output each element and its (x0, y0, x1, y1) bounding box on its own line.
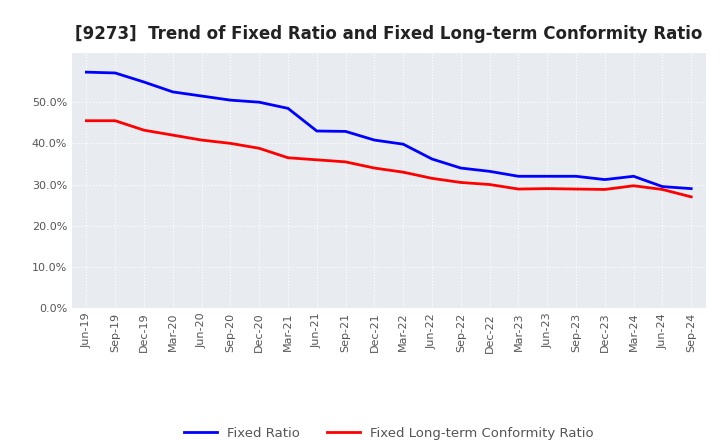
Fixed Long-term Conformity Ratio (485, 182, 494, 187)
Fixed Ratio (572, 174, 580, 179)
Fixed Long-term Conformity Ratio (82, 118, 91, 123)
Fixed Ratio (197, 93, 206, 99)
Fixed Long-term Conformity Ratio (284, 155, 292, 161)
Fixed Long-term Conformity Ratio (600, 187, 609, 192)
Fixed Long-term Conformity Ratio (312, 157, 321, 162)
Fixed Long-term Conformity Ratio (140, 128, 148, 133)
Fixed Ratio (312, 128, 321, 134)
Fixed Ratio (82, 70, 91, 75)
Fixed Ratio (629, 174, 638, 179)
Fixed Ratio (140, 79, 148, 84)
Fixed Long-term Conformity Ratio (255, 146, 264, 151)
Fixed Long-term Conformity Ratio (572, 187, 580, 192)
Fixed Long-term Conformity Ratio (428, 176, 436, 181)
Fixed Ratio (255, 99, 264, 105)
Fixed Long-term Conformity Ratio (629, 183, 638, 188)
Fixed Long-term Conformity Ratio (399, 169, 408, 175)
Title: [9273]  Trend of Fixed Ratio and Fixed Long-term Conformity Ratio: [9273] Trend of Fixed Ratio and Fixed Lo… (75, 25, 703, 43)
Fixed Long-term Conformity Ratio (226, 141, 235, 146)
Fixed Ratio (543, 174, 552, 179)
Fixed Long-term Conformity Ratio (456, 180, 465, 185)
Fixed Long-term Conformity Ratio (370, 165, 379, 171)
Fixed Ratio (370, 137, 379, 143)
Legend: Fixed Ratio, Fixed Long-term Conformity Ratio: Fixed Ratio, Fixed Long-term Conformity … (179, 422, 599, 440)
Fixed Long-term Conformity Ratio (543, 186, 552, 191)
Fixed Ratio (399, 142, 408, 147)
Fixed Long-term Conformity Ratio (687, 194, 696, 199)
Fixed Ratio (428, 156, 436, 161)
Fixed Ratio (456, 165, 465, 171)
Fixed Ratio (284, 106, 292, 111)
Line: Fixed Long-term Conformity Ratio: Fixed Long-term Conformity Ratio (86, 121, 691, 197)
Fixed Ratio (341, 129, 350, 134)
Fixed Ratio (600, 177, 609, 182)
Fixed Ratio (168, 89, 177, 95)
Fixed Long-term Conformity Ratio (168, 132, 177, 138)
Fixed Long-term Conformity Ratio (111, 118, 120, 123)
Line: Fixed Ratio: Fixed Ratio (86, 72, 691, 189)
Fixed Ratio (658, 184, 667, 189)
Fixed Ratio (226, 98, 235, 103)
Fixed Long-term Conformity Ratio (197, 137, 206, 143)
Fixed Long-term Conformity Ratio (341, 159, 350, 165)
Fixed Long-term Conformity Ratio (658, 187, 667, 192)
Fixed Ratio (687, 186, 696, 191)
Fixed Long-term Conformity Ratio (514, 187, 523, 192)
Fixed Ratio (485, 169, 494, 174)
Fixed Ratio (514, 174, 523, 179)
Fixed Ratio (111, 70, 120, 76)
